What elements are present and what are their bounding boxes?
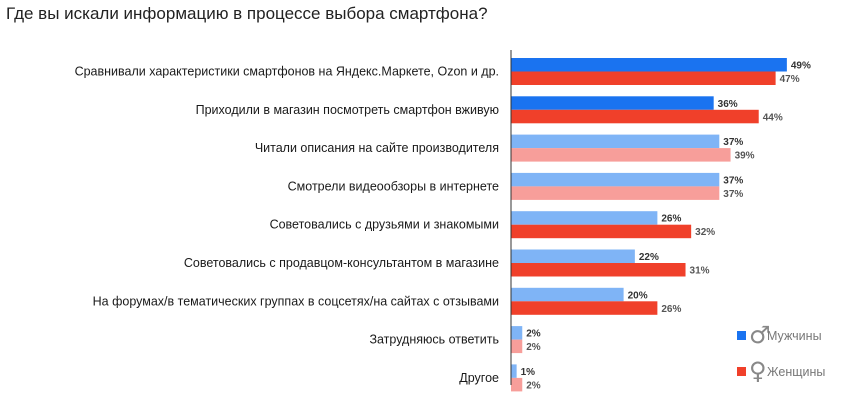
data-label-men: 22%: [639, 252, 659, 263]
legend-label: Женщины: [767, 365, 825, 379]
data-label-women: 26%: [661, 304, 681, 315]
data-label-women: 39%: [735, 151, 755, 162]
data-label-women: 37%: [723, 189, 743, 200]
data-label-men: 20%: [628, 290, 648, 301]
category-label: Затрудняюсь ответить: [369, 333, 499, 347]
category-label: Смотрели видеообзоры в интернете: [288, 179, 499, 193]
bar-women: [511, 301, 658, 315]
bar-women: [511, 148, 731, 162]
chart-title: Где вы искали информацию в процессе выбо…: [6, 4, 488, 23]
data-label-women: 31%: [690, 266, 710, 277]
data-label-women: 32%: [695, 227, 715, 238]
legend-swatch: [737, 367, 746, 376]
bar-men: [511, 211, 658, 225]
bar-men: [511, 134, 720, 149]
data-label-men: 2%: [526, 329, 541, 340]
female-symbol-icon: ♀: [749, 357, 767, 385]
bar-men: [511, 364, 517, 378]
bar-women: [511, 186, 720, 200]
legend-label: Мужчины: [767, 329, 822, 343]
category-label: Советовались с друзьями и знакомыми: [270, 218, 499, 232]
data-label-women: 2%: [526, 380, 541, 391]
bar-men: [511, 58, 787, 72]
category-label: Читали описания на сайте производителя: [255, 141, 499, 155]
legend-swatch: [737, 331, 746, 340]
bar-women: [511, 109, 759, 124]
bar-men: [511, 96, 714, 110]
data-label-men: 36%: [718, 99, 738, 110]
bar-women: [511, 224, 692, 239]
data-label-men: 37%: [723, 137, 743, 148]
male-symbol-icon: ♂: [749, 321, 771, 349]
data-label-women: 2%: [526, 342, 541, 353]
bar-women: [511, 377, 523, 392]
data-label-men: 49%: [791, 61, 811, 72]
bar-women: [511, 263, 686, 277]
category-label: Советовались с продавцом-консультантом в…: [184, 256, 499, 270]
category-label: Другое: [459, 371, 499, 385]
data-label-men: 26%: [661, 214, 681, 225]
bar-women: [511, 71, 776, 85]
data-label-women: 44%: [763, 112, 783, 123]
bar-men: [511, 326, 523, 340]
data-label-women: 47%: [780, 74, 800, 85]
category-label: На форумах/в тематических группах в соцс…: [93, 294, 499, 308]
bar-men: [511, 249, 635, 263]
data-label-men: 1%: [521, 367, 536, 378]
data-label-men: 37%: [723, 175, 743, 186]
category-label: Приходили в магазин посмотреть смартфон …: [196, 103, 499, 117]
bar-women: [511, 339, 523, 354]
bar-men: [511, 287, 624, 302]
bar-men: [511, 172, 720, 187]
category-label: Сравнивали характеристики смартфонов на …: [75, 65, 499, 79]
